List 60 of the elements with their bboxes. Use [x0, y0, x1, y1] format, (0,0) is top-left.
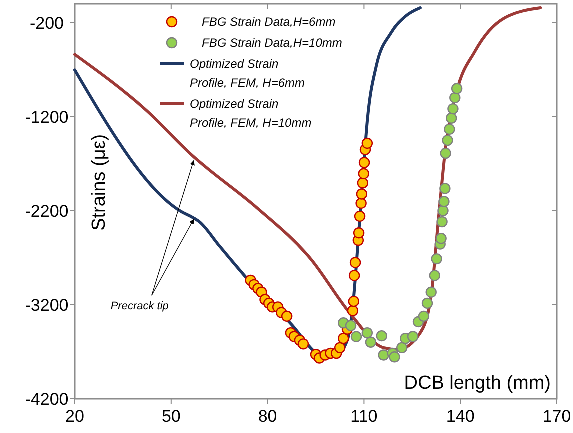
point: [396, 342, 408, 354]
point: [334, 342, 346, 354]
x-tick-label: 110: [350, 407, 378, 426]
point: [422, 298, 434, 310]
point: [429, 270, 440, 282]
point: [338, 333, 350, 344]
point: [298, 338, 310, 350]
point: [448, 103, 459, 115]
point: [446, 112, 458, 124]
point: [347, 305, 359, 316]
point: [362, 138, 374, 150]
point: [436, 233, 447, 244]
y-tick-label: -3200: [25, 296, 69, 315]
y-tick-label: -2200: [25, 202, 69, 221]
point: [356, 188, 368, 200]
y-axis-title: Strains (με): [89, 134, 110, 231]
legend-label: FBG Strain Data,H=6mm: [202, 15, 336, 29]
point: [389, 352, 400, 363]
point: [353, 228, 365, 239]
x-tick-label: 80: [258, 407, 278, 426]
point: [376, 330, 388, 342]
point: [362, 327, 374, 339]
point: [444, 124, 456, 136]
point: [426, 286, 437, 298]
y-tick-label: -200: [30, 14, 64, 33]
legend-label: Optimized Strain Profile, FEM, H=10mm: [190, 97, 312, 130]
point: [354, 210, 366, 222]
point: [450, 92, 461, 104]
point: [365, 336, 377, 348]
point: [438, 205, 449, 217]
y-tick-label: -1200: [25, 108, 69, 127]
x-tick-label: 140: [446, 407, 475, 426]
point: [358, 157, 370, 168]
x-axis-title: DCB length (mm): [404, 373, 551, 394]
point: [350, 257, 362, 268]
point: [357, 178, 369, 189]
x-tick-label: 170: [542, 407, 572, 426]
point: [281, 310, 293, 322]
point: [348, 270, 360, 282]
point: [356, 198, 367, 210]
legend-label: FBG Strain Data,H=10mm: [202, 36, 342, 50]
point: [418, 310, 430, 322]
point: [440, 183, 451, 194]
legend-label: Optimized Strain Profile, FEM, H=6mm: [190, 57, 306, 90]
point: [431, 253, 442, 265]
point: [350, 331, 362, 342]
point: [438, 196, 450, 208]
point: [451, 83, 463, 94]
point: [407, 331, 419, 342]
annotation: Precrack tip: [110, 300, 169, 313]
point: [440, 148, 452, 160]
point: [358, 168, 370, 180]
point: [436, 216, 448, 228]
point: [378, 350, 390, 361]
x-tick-label: 50: [162, 407, 181, 426]
x-tick-label: 20: [66, 407, 84, 426]
y-tick-label: -4200: [25, 390, 69, 409]
point: [442, 134, 454, 146]
point: [345, 320, 357, 332]
point: [348, 296, 360, 308]
